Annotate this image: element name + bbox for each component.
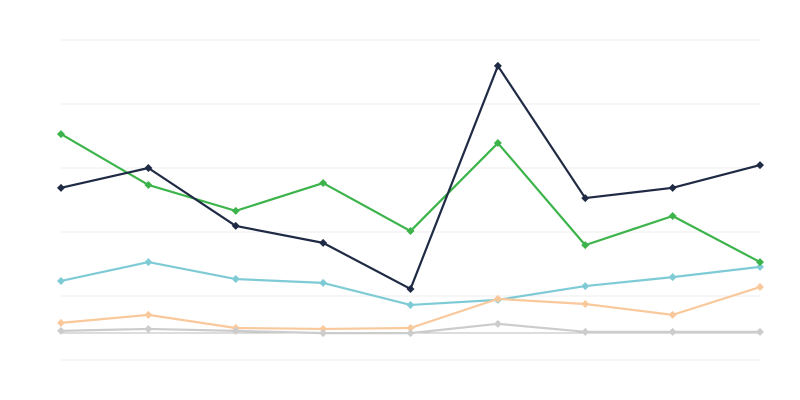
point-marker — [493, 319, 502, 328]
point-marker — [581, 327, 590, 336]
point-marker — [144, 310, 153, 319]
series-line — [60, 133, 761, 264]
series-line — [60, 64, 761, 291]
point-marker — [668, 183, 677, 192]
point-marker — [57, 276, 65, 285]
point-marker — [319, 324, 328, 333]
point-marker — [581, 300, 590, 308]
point-marker — [406, 227, 415, 236]
point-marker — [581, 282, 590, 291]
point-marker — [406, 329, 415, 338]
point-marker — [231, 206, 240, 215]
point-marker — [231, 221, 240, 230]
point-marker — [231, 326, 240, 335]
point-marker — [756, 283, 764, 292]
point-marker — [493, 294, 502, 303]
point-marker — [144, 258, 153, 267]
point-marker — [756, 161, 764, 170]
point-marker — [756, 327, 764, 336]
point-marker — [668, 310, 677, 319]
point-marker — [231, 275, 240, 284]
point-marker — [319, 278, 328, 287]
point-marker — [406, 300, 415, 309]
point-marker — [57, 130, 65, 139]
point-marker — [668, 273, 677, 282]
point-marker — [144, 164, 153, 172]
point-marker — [319, 179, 328, 188]
point-marker — [756, 262, 764, 271]
point-marker — [319, 238, 328, 247]
point-marker — [493, 61, 502, 70]
point-marker — [581, 241, 590, 250]
point-marker — [756, 258, 764, 267]
point-marker — [668, 212, 677, 220]
point-marker — [319, 329, 328, 338]
point-marker — [406, 324, 415, 332]
point-marker — [406, 284, 415, 293]
point-marker — [581, 194, 590, 203]
point-marker — [57, 326, 65, 335]
point-marker — [57, 318, 65, 327]
point-marker — [144, 324, 153, 333]
point-marker — [144, 180, 153, 189]
point-marker — [57, 183, 65, 192]
point-marker — [668, 327, 677, 336]
series-line — [60, 260, 761, 307]
point-marker — [493, 139, 502, 148]
